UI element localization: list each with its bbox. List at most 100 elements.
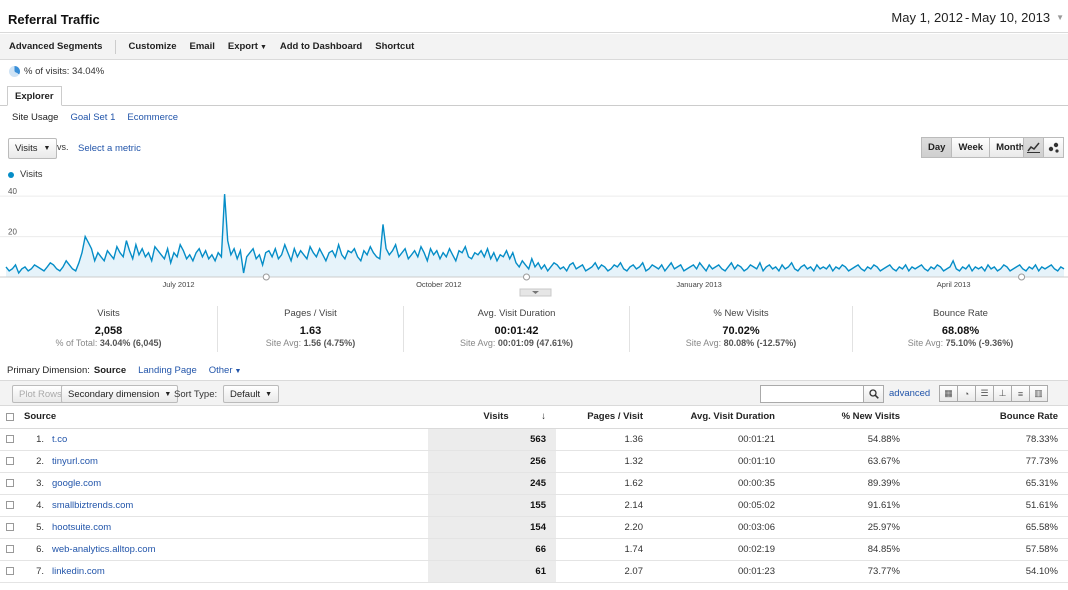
subtab-ecommerce[interactable]: Ecommerce [127, 112, 179, 123]
scorecard-comparison: % of Total: 34.04% (6,045) [0, 338, 217, 348]
export-button[interactable]: Export ▼ [228, 41, 267, 52]
metric-select[interactable]: Visits ▼ [8, 138, 58, 159]
scorecard: Bounce Rate 68.08% Site Avg: 75.10% (-9.36… [853, 306, 1068, 352]
row-checkbox[interactable] [6, 544, 14, 553]
email-button[interactable]: Email [189, 41, 215, 52]
secondary-dimension-select[interactable]: Secondary dimension ▼ [61, 385, 179, 403]
table-view-icons: ▦ ◔ ☰ ⊥ ≡ ▥ [939, 385, 1048, 402]
new-visits-cell: 73.77% [785, 560, 910, 583]
primary-dimension-label: Primary Dimension: [7, 365, 90, 376]
new-visits-cell: 84.85% [785, 538, 910, 561]
sort-type-label: Sort Type: [174, 389, 218, 400]
x-tick-label: October 2012 [416, 280, 461, 289]
date-range-picker[interactable]: May 1, 2012 - May 10, 2013 ▼ [891, 6, 1064, 28]
new-visits-cell: 54.88% [785, 428, 910, 451]
visits-line-chart[interactable]: 40 20 July 2012 October 2012 January 2013 Apr… [0, 180, 1068, 300]
table-toolbar: Plot Rows Secondary dimension ▼ Sort Typ… [0, 380, 1068, 406]
data-table-view-icon[interactable]: ▦ [939, 385, 958, 402]
segment-percent: % of visits: 34.04% [9, 66, 104, 77]
table-row: 3. google.com 245 1.62 00:00:35 89.39% 65.31% [0, 472, 1068, 495]
avg-visit-duration-cell: 00:05:02 [653, 494, 785, 517]
source-link[interactable]: smallbiztrends.com [52, 499, 134, 511]
percentage-view-icon[interactable]: ◔ [957, 385, 976, 402]
scorecard-value: 1.63 [299, 325, 322, 337]
motion-chart-icon[interactable] [1043, 137, 1064, 158]
column-header-visits[interactable]: Visits ↓ [428, 406, 556, 429]
table-row: 6. web-analytics.alltop.com 66 1.74 00:02:19… [0, 538, 1068, 561]
secondary-dimension-label: Secondary dimension [68, 388, 160, 400]
explorer-subtabs: Site Usage Goal Set 1 Ecommerce [12, 112, 190, 123]
pivot-view-icon[interactable]: ▥ [1029, 385, 1048, 402]
bounce-rate-cell: 54.10% [910, 560, 1068, 583]
new-visits-cell: 63.67% [785, 450, 910, 473]
column-header-avg-visit-duration[interactable]: Avg. Visit Duration [653, 406, 785, 429]
column-header-new-visits[interactable]: % New Visits [785, 406, 910, 429]
customize-button[interactable]: Customize [128, 41, 177, 52]
line-chart-icon[interactable] [1023, 137, 1044, 158]
time-granularity-group: Day Week Month [921, 137, 1032, 158]
row-checkbox[interactable] [6, 456, 14, 465]
visits-cell: 563 [428, 428, 556, 451]
chevron-down-icon[interactable]: ▼ [1056, 12, 1064, 22]
search-icon[interactable] [864, 385, 884, 403]
report-toolbar: Advanced Segments Customize Email Export… [0, 34, 1068, 60]
scorecard-comparison-value: 80.08% (-12.57%) [723, 338, 797, 348]
scorecard-value: 70.02% [722, 325, 760, 337]
row-checkbox[interactable] [6, 434, 14, 443]
source-link[interactable]: t.co [52, 433, 68, 445]
row-checkbox[interactable] [6, 522, 14, 531]
source-link[interactable]: google.com [52, 477, 102, 489]
select-metric-link[interactable]: Select a metric [78, 143, 141, 154]
column-header-bounce-rate[interactable]: Bounce Rate [910, 406, 1068, 429]
sort-type-select[interactable]: Default ▼ [223, 385, 280, 403]
series-line [5, 194, 1065, 275]
advanced-segments-button[interactable]: Advanced Segments [9, 41, 103, 52]
source-link[interactable]: web-analytics.alltop.com [52, 543, 156, 555]
visits-cell: 66 [428, 538, 556, 561]
source-link[interactable]: tinyurl.com [52, 455, 98, 467]
add-to-dashboard-button[interactable]: Add to Dashboard [279, 41, 363, 52]
source-link[interactable]: linkedin.com [52, 565, 105, 577]
row-checkbox[interactable] [6, 566, 14, 575]
advanced-filter-link[interactable]: advanced [889, 388, 931, 399]
day-button[interactable]: Day [921, 137, 953, 158]
select-all-checkbox[interactable] [6, 412, 14, 421]
export-label: Export [227, 41, 258, 52]
primary-dimension-landing-page[interactable]: Landing Page [138, 365, 197, 376]
week-button[interactable]: Week [951, 137, 991, 158]
subtab-site-usage[interactable]: Site Usage [12, 112, 59, 123]
row-checkbox[interactable] [6, 500, 14, 509]
new-visits-cell: 91.61% [785, 494, 910, 517]
row-checkbox[interactable] [6, 478, 14, 487]
scorecard-label: Visits [97, 308, 120, 319]
bounce-rate-cell: 65.31% [910, 472, 1068, 495]
segment-percent-text: % of visits: 34.04% [24, 66, 105, 77]
table-search-input[interactable] [760, 385, 864, 403]
annotation-marker [262, 273, 270, 281]
performance-view-icon[interactable]: ☰ [975, 385, 994, 402]
comparison-view-icon[interactable]: ⊥ [993, 385, 1012, 402]
scorecard-label: Avg. Visit Duration [477, 308, 556, 319]
scorecard-comparison-value: 75.10% (-9.36%) [945, 338, 1014, 348]
bounce-rate-cell: 57.58% [910, 538, 1068, 561]
shortcut-button[interactable]: Shortcut [375, 41, 415, 52]
pages-per-visit-cell: 2.20 [556, 516, 653, 539]
row-number: 6. [36, 543, 44, 555]
scorecard-comparison-prefix: Site Avg: [460, 338, 498, 348]
tab-explorer[interactable]: Explorer [7, 86, 62, 106]
pie-chart-icon [9, 66, 20, 77]
chart-legend: Visits [8, 169, 43, 180]
avg-visit-duration-cell: 00:03:06 [653, 516, 785, 539]
term-cloud-view-icon[interactable]: ≡ [1011, 385, 1030, 402]
subtab-goal-set-1[interactable]: Goal Set 1 [70, 112, 116, 123]
scorecard-value: 68.08% [941, 325, 980, 337]
avg-visit-duration-cell: 00:02:19 [653, 538, 785, 561]
pages-per-visit-cell: 1.62 [556, 472, 653, 495]
primary-dimension-other[interactable]: Other ▼ [209, 365, 242, 376]
column-header-pages-per-visit[interactable]: Pages / Visit [556, 406, 653, 429]
column-header-source[interactable]: Source [0, 406, 428, 429]
source-link[interactable]: hootsuite.com [52, 521, 112, 533]
series-area [6, 194, 1064, 277]
scorecard-comparison-prefix: Site Avg: [265, 338, 304, 348]
scorecard-comparison-prefix: % of Total: [55, 338, 100, 348]
